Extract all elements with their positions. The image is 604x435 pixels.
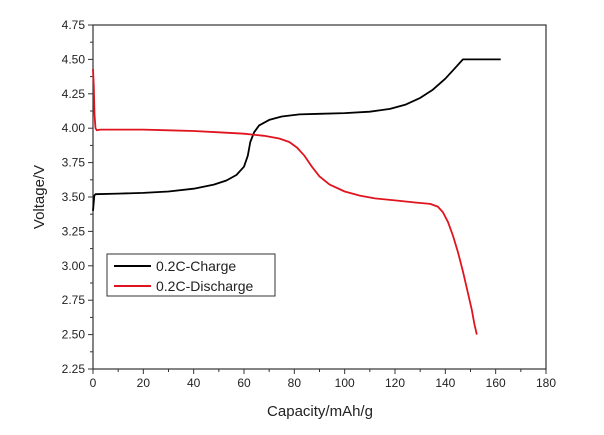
x-axis-label: Capacity/mAh/g: [267, 403, 373, 420]
x-tick-label: 160: [486, 376, 506, 390]
y-tick-label: 4.50: [62, 52, 86, 66]
legend-label-charge: 0.2C-Charge: [156, 258, 236, 274]
y-axis-label: Voltage/V: [31, 165, 48, 229]
y-tick-label: 2.25: [62, 362, 86, 376]
y-tick-label: 2.50: [62, 328, 86, 342]
legend-box: [106, 253, 276, 297]
x-tick-label: 180: [536, 376, 556, 390]
plot-frame: [92, 24, 547, 370]
x-tick-label: 140: [435, 376, 455, 390]
x-tick-label: 60: [237, 376, 251, 390]
legend: 0.2C-Charge 0.2C-Discharge: [106, 253, 276, 297]
y-tick-label: 3.25: [62, 224, 86, 238]
y-tick-label: 3.50: [62, 190, 86, 204]
x-tick-label: 40: [187, 376, 201, 390]
x-tick-label: 20: [137, 376, 151, 390]
y-tick-label: 3.00: [62, 259, 86, 273]
y-tick-label: 3.75: [62, 156, 86, 170]
discharge-curve: [92, 68, 478, 335]
legend-label-discharge: 0.2C-Discharge: [156, 278, 253, 294]
x-tick-label: 80: [288, 376, 302, 390]
x-tick-label: 0: [90, 376, 97, 390]
y-tick-label: 4.25: [62, 87, 86, 101]
x-tick-label: 120: [385, 376, 405, 390]
y-tick-label: 4.75: [62, 18, 86, 32]
charge-curve: [92, 58, 501, 211]
series-lines: [92, 58, 501, 335]
x-tick-label: 100: [335, 376, 355, 390]
axes: 0 20 40 60 80 100 120 140 160 180 2.25 2.50 2.75 3.00…: [62, 18, 557, 390]
y-tick-label: 2.75: [62, 293, 86, 307]
y-tick-label: 4.00: [62, 121, 86, 135]
